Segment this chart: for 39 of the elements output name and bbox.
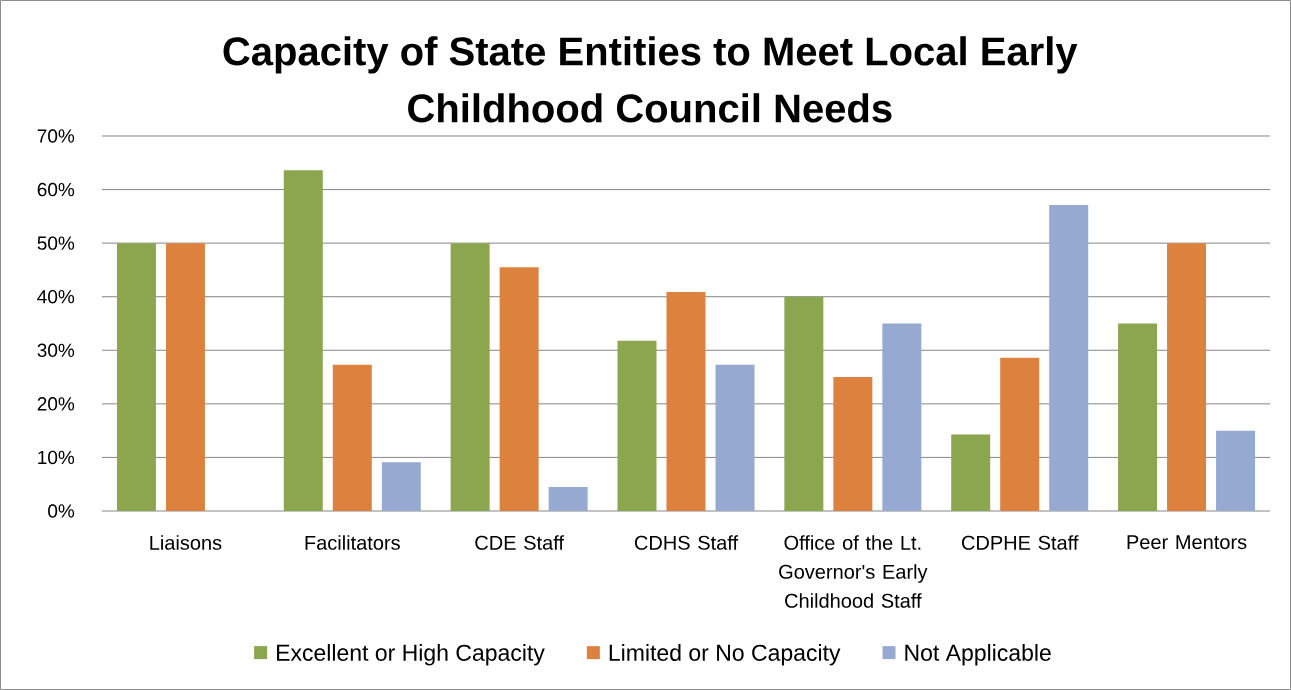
y-tick-label: 50% — [37, 236, 75, 250]
bar — [784, 296, 824, 511]
bar — [617, 340, 657, 511]
x-tick-label: Facilitators — [305, 535, 400, 550]
bar — [499, 267, 539, 511]
legend-label: Excellent or High Capacity — [277, 644, 545, 666]
x-tick-label: Office of the Lt. Governor's Early Childhood Staff — [779, 535, 928, 608]
y-tick-label: 70% — [37, 129, 75, 143]
legend-label: Limited or No Capacity — [609, 644, 841, 666]
bar — [951, 434, 991, 511]
bar — [332, 364, 372, 511]
x-tick-label: Liaisons — [150, 535, 222, 550]
y-tick-label: 0% — [48, 504, 75, 518]
x-tick-label: Peer Mentors — [1127, 535, 1247, 550]
bar — [450, 243, 490, 511]
y-tick-label: 60% — [37, 182, 75, 197]
legend-label: Not Applicable — [905, 644, 1051, 666]
y-tick-label: 20% — [37, 397, 75, 411]
bar — [1167, 243, 1207, 511]
x-tick-label: CDE Staff — [475, 535, 565, 550]
bar — [1216, 430, 1256, 511]
bar — [1000, 357, 1040, 511]
y-tick-label: 40% — [37, 289, 75, 304]
bar — [666, 291, 706, 511]
bar — [833, 377, 873, 511]
bar — [381, 462, 421, 511]
bar — [882, 323, 922, 511]
bar — [1118, 323, 1158, 511]
bar — [116, 243, 156, 511]
y-tick-label: 10% — [38, 450, 75, 465]
bar — [548, 486, 588, 511]
chart-title: Capacity of State Entities to Meet Local Early Childhood Council Needs — [223, 36, 1078, 123]
bar — [715, 364, 755, 511]
y-tick-label: 30% — [37, 343, 75, 358]
bar — [1049, 205, 1089, 511]
x-tick-label: CDPHE Staff — [962, 535, 1079, 550]
x-tick-label: CDHS Staff — [634, 535, 739, 550]
bar — [283, 170, 323, 511]
bar — [165, 243, 205, 511]
